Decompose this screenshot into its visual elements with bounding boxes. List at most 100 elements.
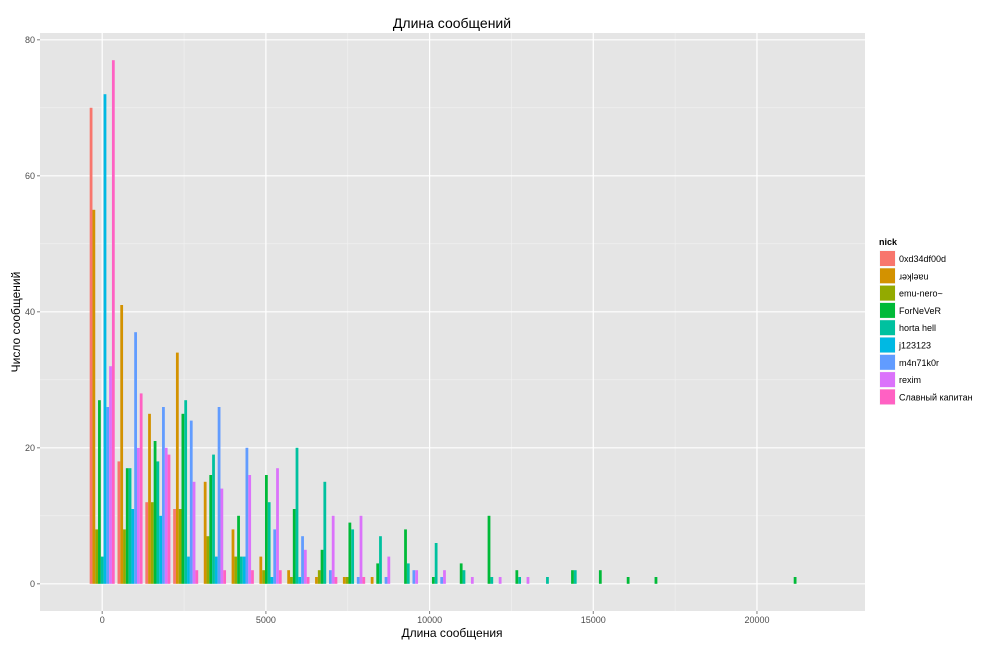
- legend-title: nick: [879, 237, 898, 247]
- bar: [153, 441, 157, 584]
- bar: [234, 556, 238, 584]
- x-tick-label: 15000: [581, 615, 606, 625]
- bar: [103, 94, 107, 584]
- bar: [303, 549, 307, 584]
- bar: [212, 454, 215, 584]
- bar: [331, 515, 335, 584]
- bar: [434, 543, 438, 584]
- bar: [546, 577, 549, 584]
- bar: [220, 488, 224, 584]
- bar: [178, 509, 182, 584]
- bar: [518, 577, 522, 584]
- legend-swatch: [880, 320, 895, 336]
- legend-label: rexim: [899, 375, 921, 385]
- bar: [120, 305, 124, 584]
- bar: [793, 577, 797, 584]
- bar: [654, 577, 658, 584]
- bar: [295, 447, 299, 584]
- chart-title: Длина сообщений: [393, 15, 511, 31]
- bar: [359, 515, 363, 584]
- bar: [379, 536, 382, 584]
- x-tick-label: 10000: [417, 615, 442, 625]
- bar: [156, 461, 160, 584]
- bar: [515, 570, 519, 584]
- legend-label: ɹǝʞlǝɐu: [899, 271, 929, 281]
- bars-layer: [89, 60, 797, 584]
- bar: [237, 515, 240, 584]
- bar: [139, 393, 143, 584]
- bar: [262, 570, 265, 584]
- bar: [342, 577, 346, 584]
- legend: nick 0xd34df00d ɹǝʞlǝɐu emu-nero~ ForNeVeR h…: [878, 237, 973, 406]
- bar: [362, 577, 366, 584]
- bar: [136, 447, 140, 584]
- bar: [206, 536, 210, 584]
- bar: [315, 577, 318, 584]
- legend-swatch: [880, 372, 895, 388]
- bar: [412, 570, 416, 584]
- y-tick-label: 40: [25, 307, 35, 317]
- bar: [187, 556, 190, 584]
- bar: [231, 529, 235, 584]
- bar: [145, 502, 149, 584]
- bar: [209, 475, 213, 584]
- bar: [164, 447, 168, 584]
- bar: [301, 536, 304, 584]
- bar: [89, 107, 93, 584]
- bar: [214, 556, 218, 584]
- y-axis-title: Число сообщений: [9, 272, 23, 373]
- y-tick-label: 80: [25, 35, 35, 45]
- x-tick-label: 20000: [744, 615, 769, 625]
- bar: [134, 332, 137, 584]
- bar: [298, 577, 302, 584]
- bar: [148, 413, 151, 584]
- bar: [159, 515, 163, 584]
- bar: [111, 60, 115, 584]
- bar: [356, 577, 360, 584]
- legend-swatch: [880, 251, 895, 266]
- legend-label: m4n71k0r: [899, 358, 939, 368]
- bar: [598, 570, 602, 584]
- legend-swatch: [880, 285, 895, 301]
- bar: [267, 502, 271, 584]
- bar: [131, 509, 135, 584]
- bar: [184, 400, 188, 584]
- bar: [526, 577, 530, 584]
- bar: [348, 522, 352, 584]
- bar: [150, 502, 154, 584]
- bar: [95, 529, 99, 584]
- bar: [167, 454, 171, 584]
- legend-label: horta hell: [899, 323, 936, 333]
- bar: [162, 407, 165, 584]
- bar: [223, 570, 227, 584]
- bar: [490, 577, 494, 584]
- bar: [98, 400, 101, 584]
- bar: [248, 475, 252, 584]
- bar: [306, 577, 310, 584]
- bar: [370, 577, 374, 584]
- bar: [92, 209, 96, 584]
- bar: [245, 447, 249, 584]
- bar: [459, 563, 463, 584]
- legend-label: emu-nero~: [899, 289, 943, 299]
- bar: [287, 570, 291, 584]
- bar: [106, 407, 110, 584]
- bar: [100, 556, 104, 584]
- bar: [259, 556, 263, 584]
- x-axis-title: Длина сообщения: [401, 626, 502, 640]
- y-tick-label: 60: [25, 171, 35, 181]
- bar: [498, 577, 502, 584]
- bar: [192, 481, 196, 584]
- bar: [415, 570, 419, 584]
- bar: [123, 529, 126, 584]
- bar: [242, 556, 246, 584]
- bar: [404, 529, 407, 584]
- bar: [173, 509, 176, 584]
- bar: [376, 563, 380, 584]
- bar: [117, 461, 121, 584]
- bar: [203, 481, 207, 584]
- bar: [470, 577, 474, 584]
- bar: [290, 577, 293, 584]
- bar: [251, 570, 254, 584]
